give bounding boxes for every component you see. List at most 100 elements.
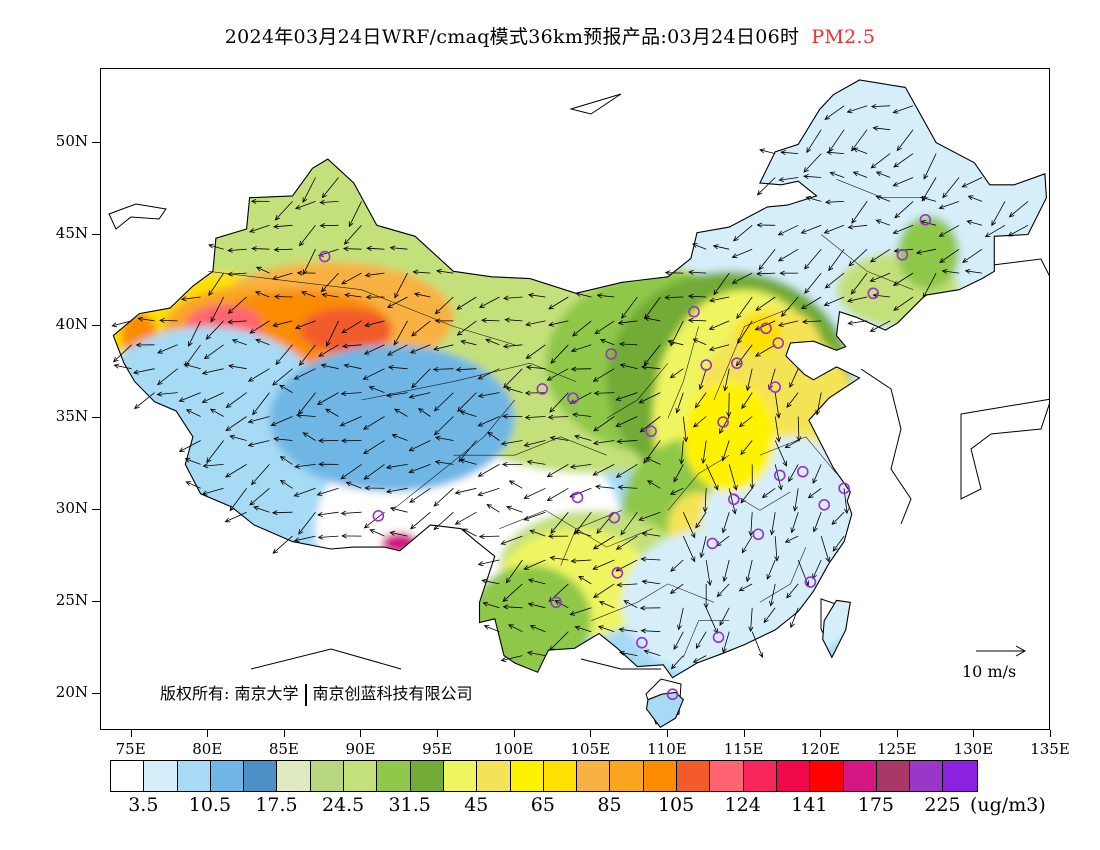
wind-arrow (803, 174, 822, 180)
wind-arrow (318, 344, 339, 357)
wind-arrow (549, 435, 569, 441)
wind-arrow (206, 440, 224, 464)
wind-arrow (941, 268, 960, 274)
lon-tick (513, 730, 515, 737)
wind-arrow (225, 464, 247, 478)
wind-arrow (272, 320, 293, 328)
wind-arrow (433, 511, 454, 531)
wind-arrow (669, 583, 684, 595)
wind-arrow (713, 272, 730, 296)
wind-arrow (851, 129, 868, 152)
wind-arrow (708, 320, 730, 330)
wind-arrow (695, 511, 707, 529)
wind-arrow (646, 480, 661, 489)
wind-arrow (640, 364, 661, 370)
wind-arrow (203, 344, 224, 360)
copyright-notice: 版权所有: 南京大学 南京创蓝科技有限公司 (160, 680, 473, 706)
legend-label: 105 (657, 794, 695, 816)
wind-arrow (480, 317, 500, 323)
wind-arrow (188, 320, 201, 347)
wind-arrow (574, 625, 592, 633)
station-marker (769, 381, 781, 393)
wind-arrow (252, 392, 270, 416)
lon-tick (1050, 730, 1051, 737)
wind-arrow (298, 344, 316, 367)
chart-title: 2024年03月24日WRF/cmaq模式36km预报产品:03月24日06时 P… (0, 22, 1100, 49)
wind-arrow (847, 320, 868, 326)
wind-arrow (829, 171, 845, 178)
wind-arrow (669, 368, 684, 379)
wind-arrow (823, 224, 845, 234)
wind-arrow (669, 487, 684, 495)
wind-arrow (508, 480, 523, 489)
station-marker (605, 348, 618, 360)
wind-arrow (574, 434, 592, 441)
wind-arrow (249, 320, 270, 334)
wind-arrow (137, 316, 155, 322)
wind-arrow (569, 607, 592, 616)
wind-arrow (340, 464, 362, 480)
wind-arrow (273, 294, 293, 300)
wind-arrow (705, 559, 712, 587)
lon-tick (743, 730, 745, 737)
wind-arrow (722, 559, 730, 583)
wind-arrow (740, 440, 753, 456)
wind-arrow (961, 177, 983, 188)
wind-arrow (209, 408, 224, 417)
wind-arrow (701, 440, 707, 465)
wind-arrow (875, 195, 891, 202)
station-marker (550, 596, 562, 609)
wind-arrow (923, 153, 937, 180)
wind-arrow (964, 268, 983, 274)
lat-label: 45N (55, 223, 88, 242)
wind-arrow (433, 344, 454, 351)
wind-arrow (721, 440, 730, 462)
station-marker (804, 576, 817, 588)
wind-arrow (363, 464, 385, 480)
wind-arrow (593, 583, 615, 599)
wind-arrow (702, 488, 708, 513)
wind-arrow (341, 320, 362, 334)
wind-arrow (687, 293, 707, 299)
wind-arrow (892, 272, 914, 286)
legend-swatch (111, 761, 145, 791)
wind-arrow (317, 511, 339, 517)
lon-tick (666, 730, 668, 737)
legend-swatch (610, 761, 644, 791)
wind-arrow (778, 176, 799, 182)
wind-arrow (687, 317, 707, 323)
province-boundary (836, 179, 929, 198)
wind-arrow (735, 344, 753, 367)
wind-arrow (201, 392, 224, 403)
wind-arrow (594, 320, 615, 335)
wind-arrow (387, 365, 408, 371)
wind-arrow (229, 488, 247, 512)
color-legend (110, 760, 978, 792)
wind-arrow (736, 296, 753, 320)
station-marker (567, 392, 579, 404)
wind-arrow (640, 556, 661, 562)
wind-arrow (478, 296, 500, 308)
wind-arrow (789, 368, 799, 389)
wind-arrow (618, 627, 638, 633)
wind-arrow (435, 268, 454, 274)
wind-arrow (227, 319, 247, 325)
legend-label: 31.5 (388, 794, 431, 816)
wind-arrow (456, 296, 477, 310)
province-boundary (391, 399, 515, 511)
wind-arrow (389, 530, 408, 537)
wind-arrow (208, 243, 224, 250)
wind-arrow (592, 535, 615, 550)
wind-arrow (573, 511, 592, 535)
wind-arrow (721, 512, 730, 534)
wind-arrow (915, 248, 937, 255)
wind-arrow (894, 201, 914, 219)
wind-arrow (692, 416, 707, 428)
wind-arrow (851, 201, 868, 224)
legend-label: 175 (857, 794, 895, 816)
wind-arrow (298, 511, 316, 535)
wind-arrow (790, 607, 799, 629)
wind-arrow (578, 575, 592, 585)
wind-arrow (409, 487, 431, 503)
station-marker (728, 493, 740, 506)
